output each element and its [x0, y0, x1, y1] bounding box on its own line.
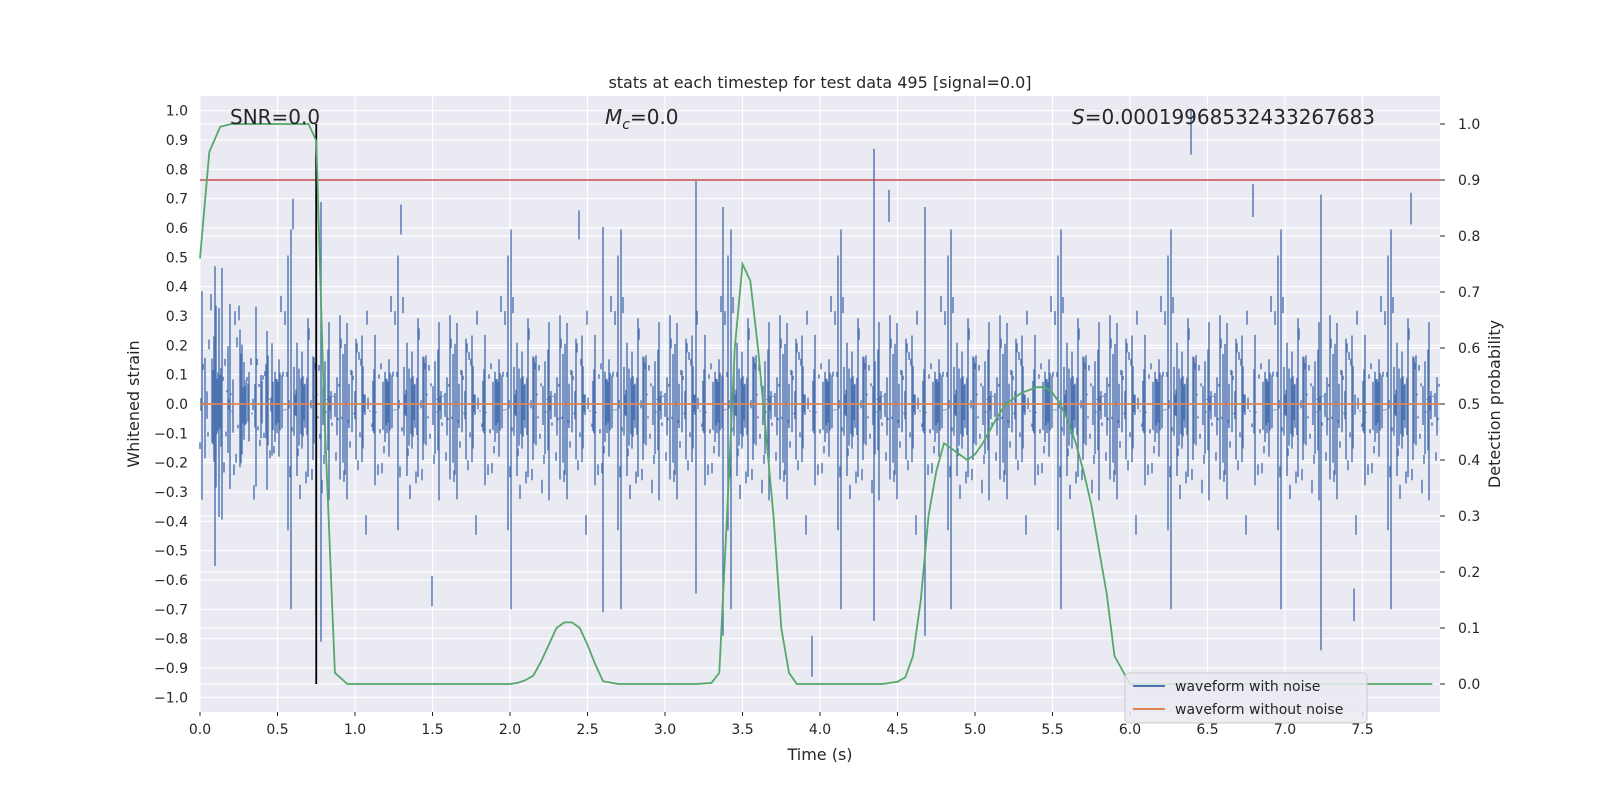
y-tick-label-right: 0.6 — [1458, 341, 1480, 357]
x-tick-label: 3.0 — [654, 722, 676, 738]
y-tick-label-right: 0.1 — [1458, 621, 1480, 637]
y-axis-label-right: Detection probability — [1485, 320, 1504, 488]
y-tick-label-left: −0.9 — [154, 661, 188, 677]
y-tick-label-left: 0.9 — [166, 133, 188, 149]
y-tick-label-right: 0.3 — [1458, 509, 1480, 525]
x-tick-label: 5.5 — [1041, 722, 1063, 738]
axes: 0.0 0.5 1.0 1.5 2.0 2.5 3.0 3.5 4.0 4.5 5.0 5.5 6.0 6… — [154, 104, 1480, 738]
y-tick-label-left: 0.3 — [166, 309, 188, 325]
y-tick-label-left: 0.5 — [166, 250, 188, 266]
y-tick-label-right: 0.5 — [1458, 397, 1480, 413]
y-tick-label-left: −0.3 — [154, 485, 188, 501]
detection-probability-line — [199, 123, 1433, 685]
chirp-mass-annotation: Mc=0.0 — [605, 105, 679, 133]
chirp-mass-subscript: c — [622, 117, 630, 133]
y-axis-label-left: Whitened strain — [124, 340, 143, 467]
y-tick-label-right: 0.2 — [1458, 565, 1480, 581]
chirp-mass-symbol: M — [605, 105, 622, 129]
y-tick-label-left: −0.4 — [154, 514, 188, 530]
y-tick-label-left: 0.6 — [166, 221, 188, 237]
y-tick-label-left: 0.4 — [166, 280, 188, 296]
overlay-lines — [199, 123, 1440, 685]
y-tick-label-right: 0.7 — [1458, 285, 1480, 301]
chirp-mass-value: =0.0 — [630, 105, 679, 129]
x-tick-label: 2.0 — [499, 722, 521, 738]
chart-title: stats at each timestep for test data 495… — [608, 73, 1031, 92]
snr-annotation: SNR=0.0 — [230, 105, 320, 129]
y-tick-label-left: −0.7 — [154, 602, 188, 618]
x-tick-label: 4.5 — [886, 722, 908, 738]
y-tick-label-left: 0.0 — [166, 397, 188, 413]
x-tick-label: 0.5 — [266, 722, 288, 738]
x-tick-label: 6.5 — [1196, 722, 1218, 738]
x-tick-label: 4.0 — [809, 722, 831, 738]
y-tick-label-left: 0.7 — [166, 192, 188, 208]
x-axis-label: Time (s) — [786, 745, 852, 764]
s-symbol: S — [1072, 105, 1085, 129]
y-tick-label-left: 0.1 — [166, 368, 188, 384]
s-value: =0.00019968532433267683 — [1085, 105, 1375, 129]
y-tick-label-left: −0.2 — [154, 456, 188, 472]
x-tick-label: 3.5 — [731, 722, 753, 738]
y-tick-label-left: −0.6 — [154, 573, 188, 589]
legend-label-without-noise: waveform without noise — [1175, 702, 1343, 718]
x-tick-label: 1.0 — [344, 722, 366, 738]
y-tick-label-left: 0.8 — [166, 162, 188, 178]
y-tick-label-left: −1.0 — [154, 690, 188, 706]
legend-box — [1124, 672, 1368, 724]
x-tick-label: 7.5 — [1351, 722, 1373, 738]
y-tick-label-left: 1.0 — [166, 104, 188, 120]
s-annotation: S=0.00019968532433267683 — [1072, 105, 1375, 129]
y-tick-label-right: 0.8 — [1458, 229, 1480, 245]
x-tick-label: 1.5 — [421, 722, 443, 738]
y-tick-label-right: 0.0 — [1458, 677, 1480, 693]
y-tick-label-left: −0.8 — [154, 632, 188, 648]
y-tick-label-right: 0.4 — [1458, 453, 1480, 469]
x-tick-label: 0.0 — [189, 722, 211, 738]
x-tick-label: 6.0 — [1119, 722, 1141, 738]
y-tick-label-left: −0.5 — [154, 544, 188, 560]
legend: waveform with noise waveform without noi… — [1124, 672, 1368, 724]
x-tick-label: 7.0 — [1274, 722, 1296, 738]
y-tick-label-left: −0.1 — [154, 426, 188, 442]
y-tick-label-right: 1.0 — [1458, 117, 1480, 133]
y-tick-label-left: 0.2 — [166, 338, 188, 354]
legend-label-with-noise: waveform with noise — [1175, 679, 1320, 695]
y-tick-label-right: 0.9 — [1458, 173, 1480, 189]
x-tick-label: 2.5 — [576, 722, 598, 738]
x-tick-label: 5.0 — [964, 722, 986, 738]
